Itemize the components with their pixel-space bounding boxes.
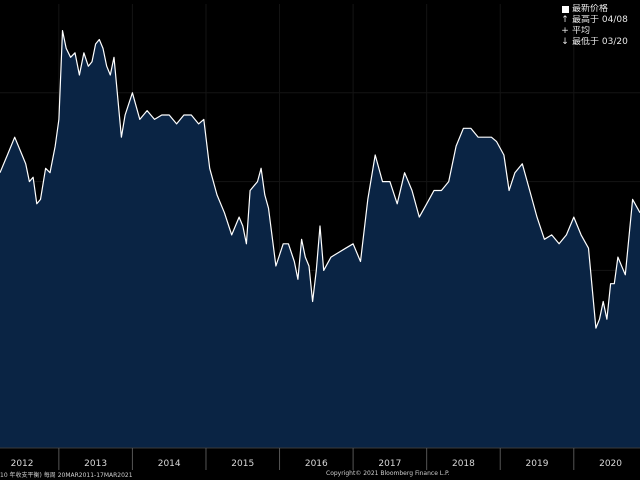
x-tick-label: 2019 xyxy=(526,459,549,469)
legend: 最新价格 ↑ 最高于 04/08 + 平均 ↓ 最低于 03/20 xyxy=(560,4,640,48)
square-marker-icon xyxy=(562,6,569,13)
x-tick-label: 2013 xyxy=(84,459,107,469)
plus-icon: + xyxy=(561,26,569,36)
area-layer xyxy=(0,30,640,448)
x-tick-label: 2020 xyxy=(599,459,622,469)
x-tick-label: 2012 xyxy=(11,459,34,469)
arrow-down-icon: ↓ xyxy=(561,37,569,47)
legend-label: 平均 xyxy=(572,26,591,36)
series-line xyxy=(0,30,640,329)
footer-copyright: Copyright© 2021 Bloomberg Finance L.P. xyxy=(326,470,450,477)
footer-left-note: 10 年收支平衡) 每周 20MAR2011-17MAR2021 xyxy=(0,472,133,479)
legend-item: + 平均 xyxy=(560,26,640,37)
legend-item: 最新价格 xyxy=(560,4,640,15)
x-tick-label: 2015 xyxy=(231,459,254,469)
x-tick-label: 2018 xyxy=(452,459,475,469)
x-tick-label: 2017 xyxy=(378,459,401,469)
x-axis: 2012 2013 2014 2015 2016 2017 2018 2019 2020 xyxy=(0,447,640,470)
legend-label: 最新价格 xyxy=(572,4,609,14)
x-tick-label: 2014 xyxy=(158,459,181,469)
legend-item: ↓ 最低于 03/20 xyxy=(560,37,640,48)
legend-label: 最低于 03/20 xyxy=(572,37,628,47)
legend-label: 最高于 04/08 xyxy=(572,15,628,25)
x-tick-label: 2016 xyxy=(305,459,328,469)
legend-item: ↑ 最高于 04/08 xyxy=(560,15,640,26)
series-area xyxy=(0,30,640,448)
arrow-up-icon: ↑ xyxy=(561,15,569,25)
